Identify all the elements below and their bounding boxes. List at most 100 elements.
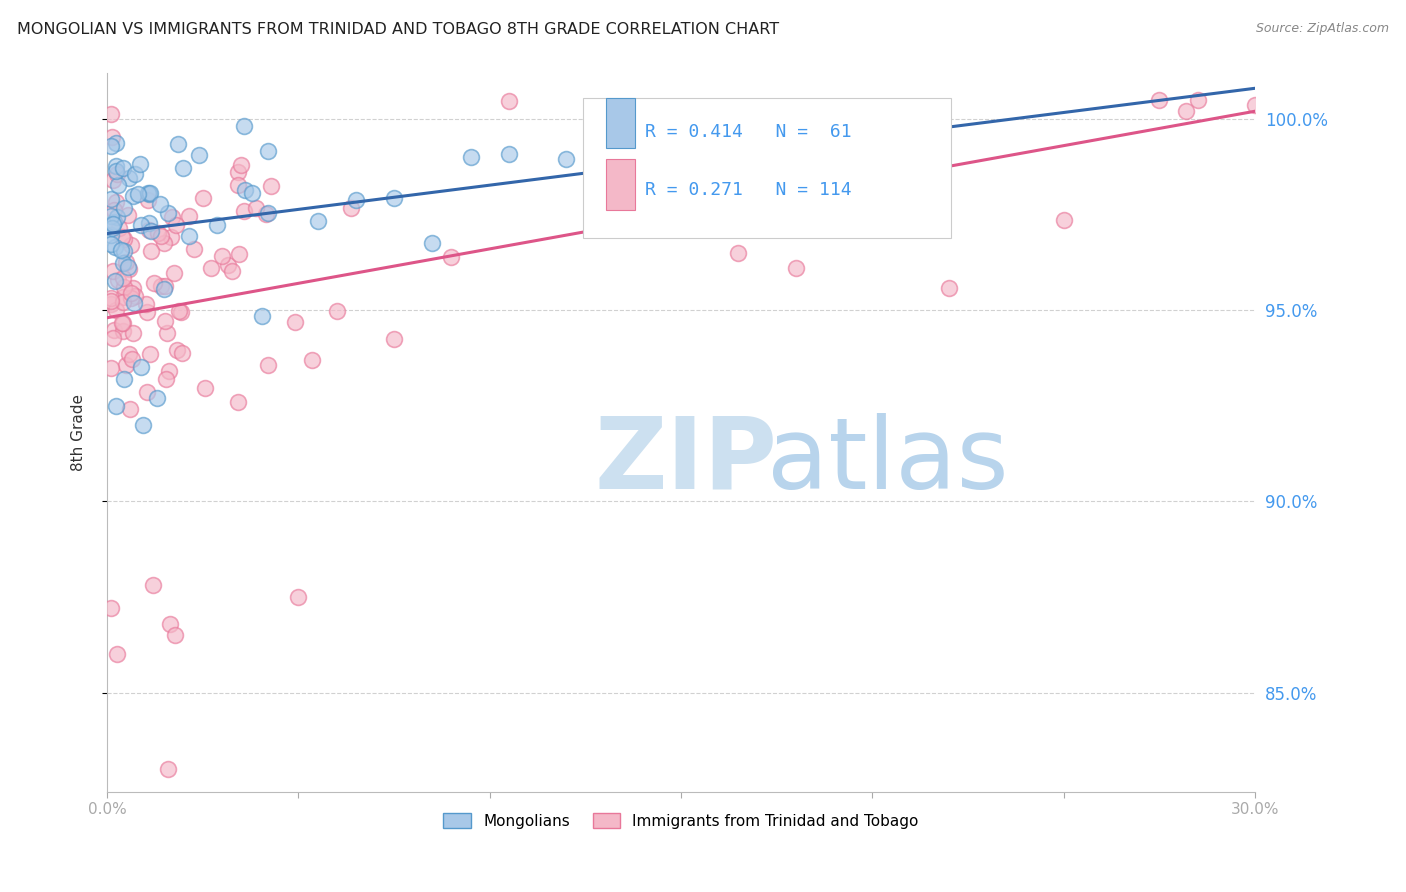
Point — [1053, 212, 1076, 227]
Point — [120, 238, 142, 252]
Point — [103, 323, 125, 337]
Point — [228, 247, 250, 261]
Point — [135, 297, 157, 311]
Point — [100, 192, 122, 206]
Point — [132, 417, 155, 432]
Point — [118, 402, 141, 417]
Point — [727, 246, 749, 260]
Point — [226, 164, 249, 178]
Point — [146, 391, 169, 405]
Point — [111, 324, 134, 338]
Point — [149, 228, 172, 243]
Point — [104, 274, 127, 288]
Point — [172, 161, 194, 175]
Point — [160, 230, 183, 244]
Point — [200, 260, 222, 275]
Point — [233, 203, 256, 218]
Point — [153, 278, 176, 293]
Point — [460, 150, 482, 164]
Point — [860, 165, 883, 179]
Point — [155, 326, 177, 341]
Point — [1244, 97, 1267, 112]
Point — [107, 178, 129, 193]
Point — [207, 218, 229, 232]
Point — [117, 260, 139, 274]
Y-axis label: 8th Grade: 8th Grade — [72, 394, 86, 471]
Point — [139, 224, 162, 238]
Point — [124, 167, 146, 181]
Point — [211, 249, 233, 263]
Point — [110, 243, 132, 257]
Point — [153, 236, 176, 251]
Point — [135, 305, 157, 319]
Point — [307, 214, 329, 228]
Point — [136, 193, 159, 207]
Point — [100, 291, 122, 305]
Point — [112, 244, 135, 258]
Point — [257, 206, 280, 220]
Text: R = 0.271   N = 114: R = 0.271 N = 114 — [645, 181, 852, 199]
Point — [121, 352, 143, 367]
Point — [100, 236, 122, 251]
Point — [166, 343, 188, 357]
Point — [156, 205, 179, 219]
Point — [100, 293, 122, 308]
Point — [129, 218, 152, 232]
Point — [156, 762, 179, 776]
Point — [127, 187, 149, 202]
Point — [138, 186, 160, 201]
Text: atlas: atlas — [768, 413, 1008, 509]
Point — [631, 201, 654, 215]
Legend: Mongolians, Immigrants from Trinidad and Tobago: Mongolians, Immigrants from Trinidad and… — [437, 806, 925, 835]
Point — [229, 158, 252, 172]
Point — [122, 281, 145, 295]
Point — [117, 209, 139, 223]
Point — [287, 590, 309, 604]
Point — [160, 211, 183, 225]
Point — [112, 232, 135, 246]
Point — [183, 242, 205, 256]
Point — [142, 578, 165, 592]
Point — [152, 282, 174, 296]
Point — [114, 359, 136, 373]
Point — [101, 130, 124, 145]
Point — [250, 309, 273, 323]
Point — [1187, 93, 1209, 107]
Point — [104, 239, 127, 253]
Point — [170, 305, 193, 319]
Point — [157, 364, 180, 378]
Point — [122, 189, 145, 203]
Point — [139, 346, 162, 360]
Point — [242, 186, 264, 200]
Point — [149, 197, 172, 211]
Point — [112, 280, 135, 294]
Point — [103, 202, 125, 217]
Point — [115, 255, 138, 269]
Point — [111, 316, 134, 330]
Point — [155, 372, 177, 386]
Point — [226, 395, 249, 409]
Point — [104, 194, 127, 209]
Point — [440, 250, 463, 264]
Point — [103, 264, 125, 278]
Point — [118, 262, 141, 277]
Point — [420, 235, 443, 250]
Point — [138, 216, 160, 230]
Point — [138, 223, 160, 237]
Point — [785, 260, 807, 275]
Text: MONGOLIAN VS IMMIGRANTS FROM TRINIDAD AND TOBAGO 8TH GRADE CORRELATION CHART: MONGOLIAN VS IMMIGRANTS FROM TRINIDAD AN… — [17, 22, 779, 37]
Point — [129, 360, 152, 375]
Point — [118, 347, 141, 361]
Point — [100, 139, 122, 153]
Point — [105, 303, 128, 318]
Point — [129, 157, 152, 171]
Point — [555, 152, 578, 166]
Point — [100, 297, 122, 311]
Point — [111, 230, 134, 244]
Point — [217, 258, 239, 272]
Point — [1175, 104, 1198, 119]
Point — [111, 316, 134, 330]
Point — [105, 648, 128, 662]
Point — [105, 399, 128, 413]
Point — [194, 381, 217, 395]
